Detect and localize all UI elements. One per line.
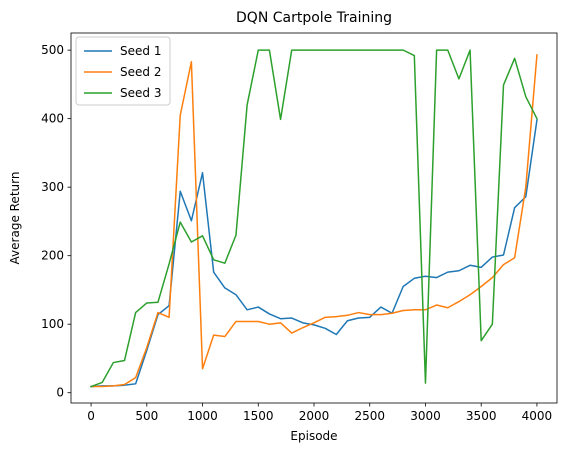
y-axis-label: Average Return [8, 172, 22, 265]
x-tick-label: 1000 [187, 409, 218, 423]
x-axis-label: Episode [290, 429, 337, 443]
legend-label-3: Seed 3 [120, 86, 161, 100]
y-tick-label: 300 [41, 180, 64, 194]
series-line-3 [90, 49, 538, 388]
x-tick-label: 0 [87, 409, 95, 423]
y-axis-ticks: 0 100 200 300 400 500 [41, 43, 71, 400]
x-tick-label: 500 [135, 409, 158, 423]
y-tick-label: 0 [56, 386, 64, 400]
y-tick-label: 400 [41, 112, 64, 126]
legend-label-1: Seed 1 [120, 44, 161, 58]
series-line-1 [90, 119, 538, 388]
y-tick-label: 200 [41, 249, 64, 263]
legend: Seed 1 Seed 2 Seed 3 [75, 36, 171, 106]
y-tick-label: 500 [41, 43, 64, 57]
x-tick-label: 2000 [299, 409, 330, 423]
series-line-2 [90, 54, 538, 388]
x-tick-label: 3000 [410, 409, 441, 423]
x-tick-label: 1500 [243, 409, 274, 423]
x-tick-label: 4000 [522, 409, 553, 423]
chart-title: DQN Cartpole Training [236, 10, 392, 26]
legend-box [75, 36, 171, 106]
y-tick-label: 100 [41, 317, 64, 331]
legend-label-2: Seed 2 [120, 65, 161, 79]
x-tick-label: 2500 [354, 409, 385, 423]
x-tick-label: 3500 [466, 409, 497, 423]
x-axis-ticks: 0 500 1000 1500 2000 2500 3000 3500 4000 [87, 403, 552, 423]
